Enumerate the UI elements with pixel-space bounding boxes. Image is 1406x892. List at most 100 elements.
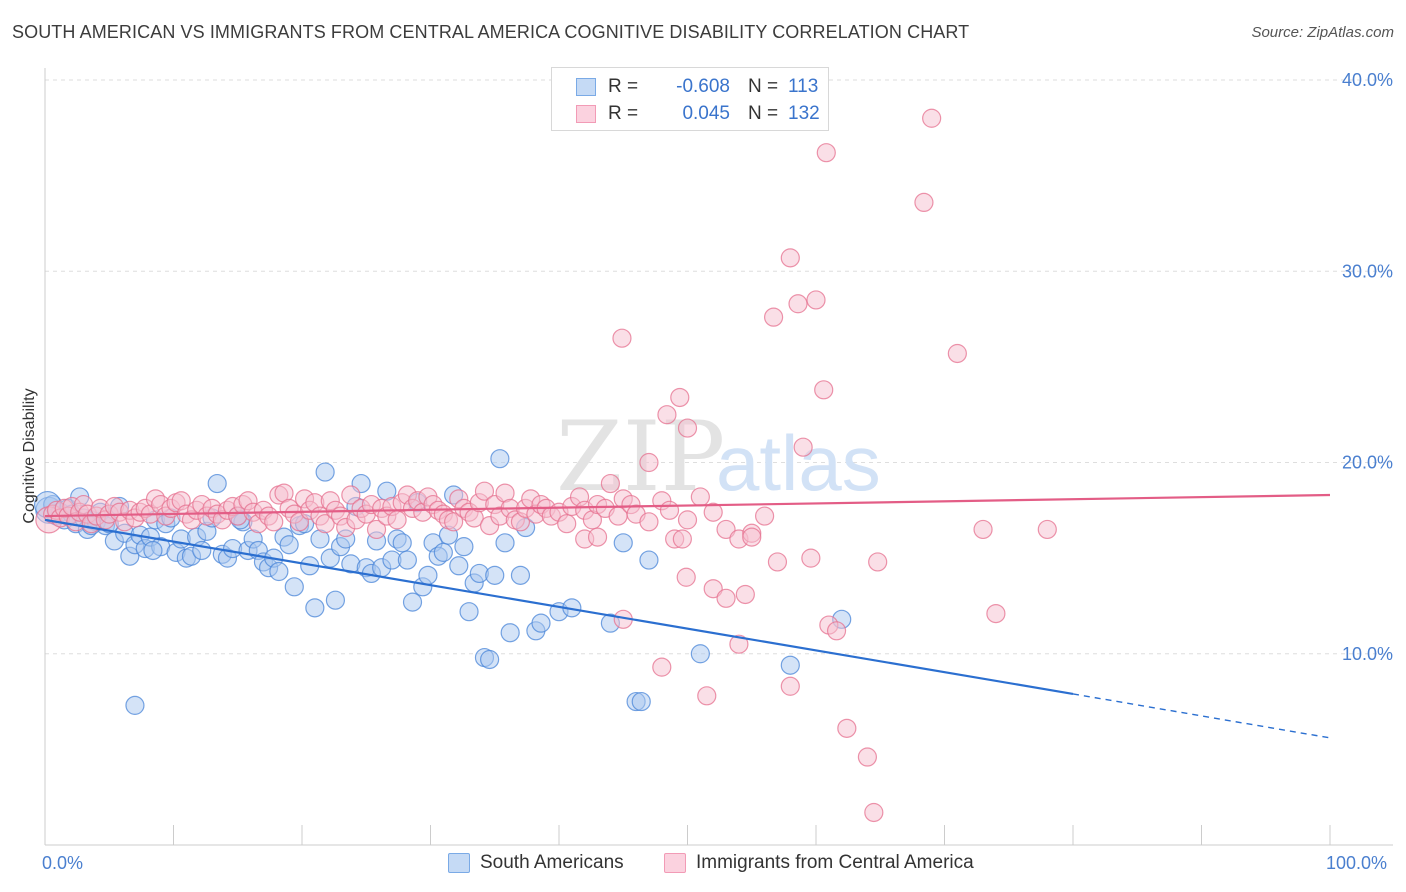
point-central-america bbox=[868, 552, 888, 572]
point-south-american bbox=[480, 649, 500, 670]
x-axis-min-label: 0.0% bbox=[42, 853, 84, 873]
point-central-america bbox=[780, 248, 800, 268]
legend-item-south-americans: South Americans bbox=[448, 852, 624, 874]
point-south-american bbox=[397, 550, 417, 570]
point-central-america bbox=[639, 452, 659, 473]
trend-line-south-americans-extension bbox=[1072, 693, 1331, 739]
legend-row-south-americans: R = -0.608 N = 113 bbox=[576, 74, 818, 100]
point-south-american bbox=[631, 691, 651, 712]
legend-label: South Americans bbox=[480, 852, 624, 873]
point-south-american bbox=[305, 598, 325, 618]
legend-r-label: R = bbox=[608, 103, 639, 124]
y-tick-label: 40.0% bbox=[1342, 70, 1393, 90]
point-central-america bbox=[657, 405, 677, 425]
legend-r-label: R = bbox=[608, 76, 639, 97]
legend-n-value: 113 bbox=[788, 76, 819, 97]
point-central-america bbox=[814, 380, 834, 400]
point-central-america bbox=[826, 621, 847, 641]
y-tick-label: 20.0% bbox=[1342, 453, 1393, 473]
y-axis-label: Cognitive Disability bbox=[21, 388, 38, 523]
legend-r-value: 0.045 bbox=[682, 103, 730, 124]
point-south-american bbox=[125, 695, 145, 715]
watermark: ZIP atlas bbox=[556, 401, 881, 513]
point-central-america bbox=[767, 552, 788, 572]
trend-lines bbox=[44, 493, 1331, 739]
point-south-american bbox=[690, 644, 710, 664]
point-central-america bbox=[600, 473, 621, 494]
point-central-america bbox=[1037, 519, 1057, 540]
point-south-american bbox=[639, 550, 659, 570]
point-south-american bbox=[613, 533, 633, 553]
point-central-america bbox=[986, 603, 1006, 624]
legend-row-central-america: R = 0.045 N = 132 bbox=[576, 101, 820, 127]
point-south-american bbox=[143, 540, 163, 561]
point-south-american bbox=[433, 542, 453, 562]
y-tick-label: 30.0% bbox=[1342, 261, 1393, 281]
point-central-america bbox=[366, 519, 387, 540]
point-central-america bbox=[816, 143, 836, 163]
legend-swatch-pink bbox=[576, 105, 596, 123]
point-south-american bbox=[269, 561, 289, 582]
point-central-america bbox=[557, 514, 577, 534]
point-central-america bbox=[729, 634, 749, 654]
point-south-american bbox=[495, 533, 515, 553]
legend-swatch-blue bbox=[576, 78, 596, 96]
point-central-america bbox=[801, 548, 821, 568]
legend-label: Immigrants from Central America bbox=[696, 852, 974, 873]
series-legend: South Americans Immigrants from Central … bbox=[0, 852, 1406, 878]
legend-r-value: -0.608 bbox=[676, 76, 730, 97]
point-central-america bbox=[670, 387, 690, 408]
point-south-american bbox=[192, 540, 212, 561]
point-south-american bbox=[207, 473, 227, 494]
point-south-american bbox=[392, 533, 412, 553]
axes bbox=[44, 68, 1393, 846]
point-south-american bbox=[485, 565, 505, 585]
point-central-america bbox=[697, 686, 717, 706]
point-central-america bbox=[914, 192, 934, 212]
legend-n-label: N = bbox=[748, 103, 779, 124]
point-south-american bbox=[449, 556, 469, 576]
point-central-america bbox=[444, 512, 464, 532]
point-central-america bbox=[793, 437, 813, 457]
point-south-american bbox=[459, 602, 479, 622]
point-south-american bbox=[500, 623, 520, 643]
trend-line-south-americans bbox=[44, 518, 1074, 695]
point-south-american bbox=[510, 565, 531, 585]
point-south-american bbox=[454, 537, 474, 557]
point-south-american bbox=[315, 462, 335, 482]
point-central-america bbox=[806, 290, 826, 310]
series-central-america bbox=[35, 108, 1057, 823]
point-central-america bbox=[857, 747, 878, 767]
point-central-america bbox=[788, 294, 808, 314]
legend-n-label: N = bbox=[748, 76, 779, 97]
legend-swatch-blue bbox=[448, 853, 470, 873]
legend-n-value: 132 bbox=[788, 103, 820, 124]
point-central-america bbox=[922, 108, 942, 128]
point-central-america bbox=[652, 657, 672, 677]
point-central-america bbox=[264, 512, 284, 532]
point-central-america bbox=[672, 529, 692, 549]
point-central-america bbox=[315, 514, 335, 534]
gridlines bbox=[45, 79, 1390, 655]
watermark-atlas: atlas bbox=[716, 419, 881, 507]
point-central-america bbox=[341, 485, 361, 505]
point-central-america bbox=[677, 510, 698, 530]
point-south-american bbox=[279, 535, 299, 555]
point-central-america bbox=[864, 802, 884, 823]
point-central-america bbox=[742, 527, 762, 547]
point-central-america bbox=[754, 506, 775, 526]
point-central-america bbox=[639, 512, 659, 532]
point-central-america bbox=[716, 588, 736, 608]
legend-swatch-pink bbox=[664, 853, 686, 873]
point-central-america bbox=[703, 502, 723, 522]
stats-legend: R = -0.608 N = 113 R = 0.045 N = 132 bbox=[551, 67, 829, 131]
y-tick-label: 10.0% bbox=[1342, 644, 1393, 664]
point-south-american bbox=[490, 449, 510, 469]
trend-line-central-america bbox=[44, 493, 1331, 518]
point-central-america bbox=[612, 328, 632, 348]
point-south-american bbox=[284, 577, 304, 597]
y-tick-labels: 10.0% 20.0% 30.0% 40.0% bbox=[1342, 70, 1393, 664]
chart-title: SOUTH AMERICAN VS IMMIGRANTS FROM CENTRA… bbox=[12, 22, 970, 42]
point-central-america bbox=[676, 567, 696, 587]
